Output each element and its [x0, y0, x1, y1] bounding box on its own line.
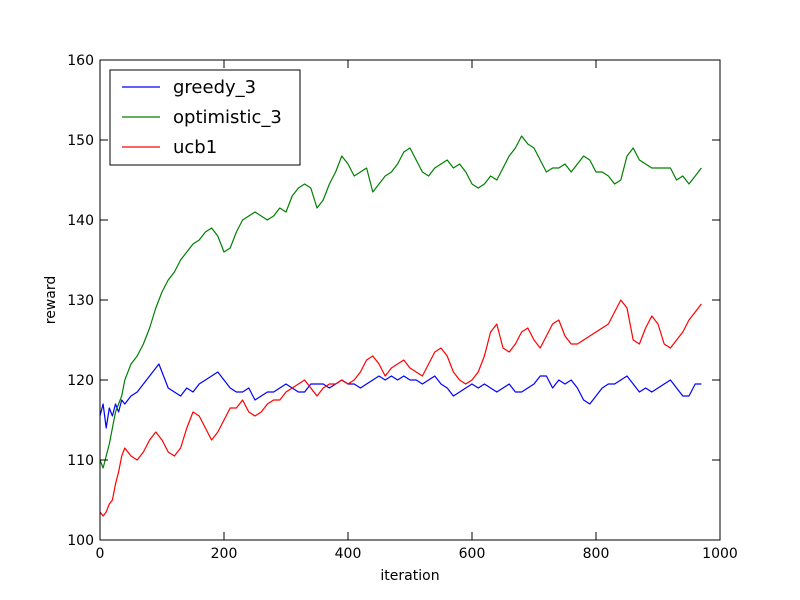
- y-tick-label: 100: [67, 533, 94, 549]
- legend-label-ucb1: ucb1: [173, 137, 217, 158]
- x-axis: 0 200 400 600 800 1000: [96, 60, 738, 562]
- series-layer: [99, 135, 702, 517]
- y-tick-label: 130: [67, 293, 94, 309]
- x-tick-label: 0: [96, 546, 105, 562]
- x-axis-label: iteration: [380, 568, 439, 584]
- series-line-greedy_3: [99, 363, 702, 429]
- legend: greedy_3 optimistic_3 ucb1: [109, 69, 301, 166]
- y-tick-label: 140: [67, 213, 94, 229]
- x-tick-label: 400: [335, 546, 362, 562]
- y-axis-label: reward: [43, 276, 59, 325]
- legend-label-optimistic_3: optimistic_3: [173, 107, 282, 128]
- y-tick-label: 110: [67, 453, 94, 469]
- series-line-optimistic_3: [99, 135, 702, 469]
- x-tick-label: 200: [211, 546, 238, 562]
- series-line-ucb1: [99, 299, 702, 517]
- y-tick-label: 150: [67, 133, 94, 149]
- y-tick-label: 160: [67, 53, 94, 69]
- y-tick-label: 120: [67, 373, 94, 389]
- legend-label-greedy_3: greedy_3: [173, 77, 256, 98]
- x-tick-label: 800: [583, 546, 610, 562]
- x-tick-label: 1000: [702, 546, 738, 562]
- x-tick-label: 600: [459, 546, 486, 562]
- y-axis: 100 110 120 130 140 150 160: [67, 53, 720, 549]
